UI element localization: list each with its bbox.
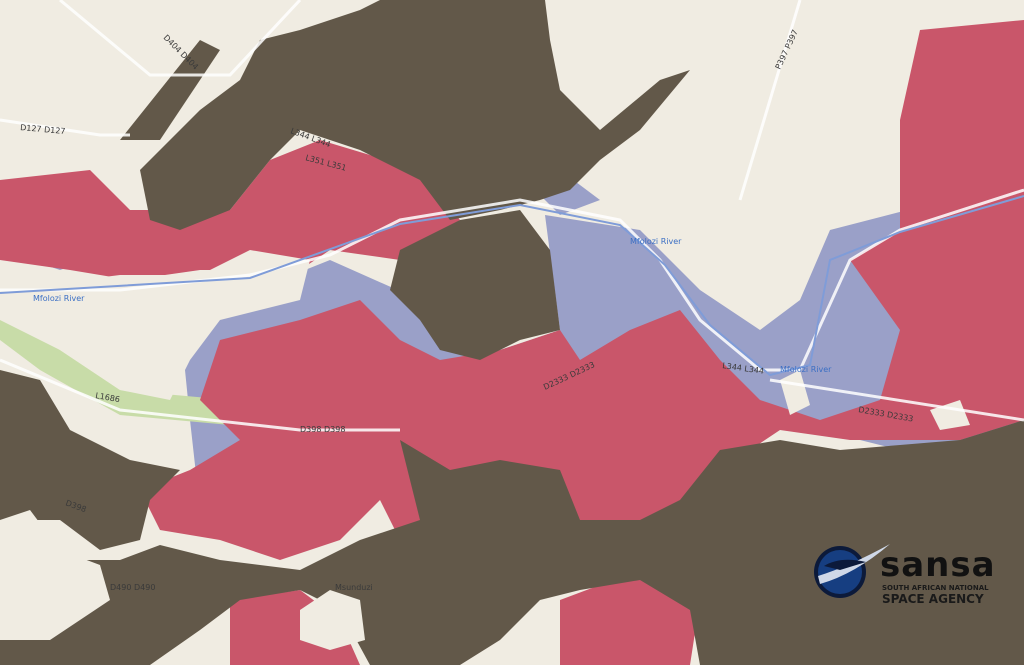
road-label: L1686 [95,391,121,404]
river-label: Mfolozi River [780,365,832,374]
river [0,195,1024,377]
sansa-globe-icon [814,544,890,598]
river-label: Mfolozi River [33,294,85,303]
logo-wordmark: sansa [880,545,996,585]
sansa-logo: sansa SOUTH AFRICAN NATIONAL SPACE AGENC… [810,536,1020,608]
road-label: D490 D490 [110,583,155,592]
park-area [0,310,230,425]
road-label: D127 D127 [20,123,66,136]
road-label: D398 D398 [300,425,345,434]
river-label: Mfolozi River [630,237,682,246]
logo-line-1: SOUTH AFRICAN NATIONAL [882,584,989,592]
road-label: Msunduzi [335,583,373,592]
logo-line-2: SPACE AGENCY [882,592,984,606]
roads [0,0,1024,432]
